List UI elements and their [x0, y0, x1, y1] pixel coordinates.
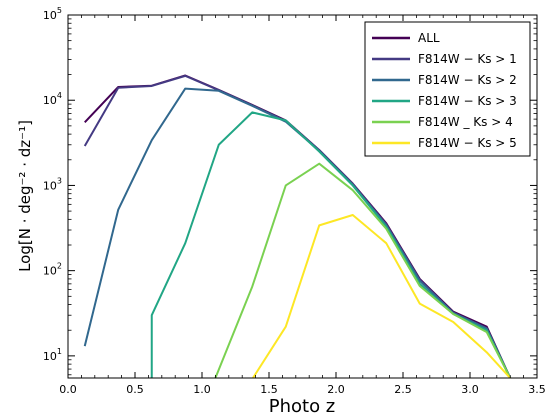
x-axis: 0.0 0.5 1.0 1.5 2.0 2.5 3.0 3.5: [59, 15, 546, 396]
y-tick-label: 103: [43, 176, 62, 192]
plot-frame: [67, 14, 538, 379]
x-tick-label: 1.0: [193, 383, 211, 396]
y-axis: 101 102 103 104 105: [43, 6, 537, 376]
x-tick-label: 0.5: [126, 383, 144, 396]
legend-label: ALL: [418, 31, 440, 45]
series-line-4: [214, 162, 512, 378]
y-tick-label: 105: [43, 6, 62, 22]
y-axis-title: Log[N · deg⁻² · dz⁻¹]: [16, 120, 34, 272]
y-tick-label: 102: [43, 262, 62, 278]
x-tick-label: 2.5: [394, 383, 412, 396]
x-tick-label: 2.0: [327, 383, 345, 396]
x-axis-title: Photo z: [269, 396, 336, 417]
legend: ALL F814W − Ks > 1 F814W − Ks > 2 F814W − K…: [364, 21, 531, 157]
x-tick-label: 3.5: [528, 383, 546, 396]
x-tick-label: 1.5: [260, 383, 278, 396]
x-tick-label: 3.0: [461, 383, 479, 396]
legend-label: F814W − Ks > 2: [418, 73, 517, 87]
y-tick-label: 101: [43, 347, 62, 363]
legend-label: F814W − Ks > 5: [418, 136, 517, 150]
series-line-5: [252, 213, 511, 378]
legend-label: F814W _ Ks > 4: [418, 115, 513, 129]
legend-label: F814W − Ks > 3: [418, 94, 517, 108]
legend-box: [364, 21, 531, 157]
series-layer: [83, 74, 512, 378]
legend-label: F814W − Ks > 1: [418, 52, 517, 66]
x-tick-label: 0.0: [59, 383, 77, 396]
y-tick-label: 104: [43, 91, 62, 107]
